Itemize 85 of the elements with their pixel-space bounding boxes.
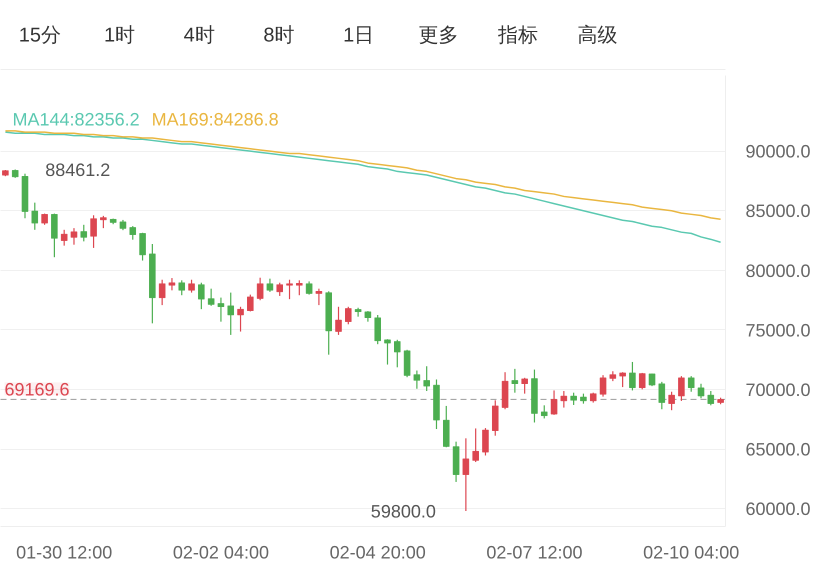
candlestick — [610, 370, 616, 382]
candlestick — [698, 383, 704, 399]
candlestick — [550, 390, 558, 416]
candlestick — [570, 392, 577, 406]
candlestick — [218, 297, 224, 322]
candlestick — [394, 339, 401, 368]
candlestick — [266, 278, 274, 292]
text: 更多 — [418, 24, 458, 46]
y-tick-label: 85000.0 — [746, 201, 811, 222]
candlestick — [90, 214, 97, 249]
y-tick-label: 75000.0 — [746, 320, 811, 340]
candlestick — [560, 390, 568, 408]
text: 指标 — [497, 24, 538, 46]
candlestick — [384, 338, 391, 366]
candlestick — [482, 427, 489, 456]
candlestick — [374, 314, 381, 345]
x-tick-label: 02-10 04:00 — [643, 542, 740, 562]
candlestick — [198, 282, 205, 310]
candlestick — [414, 370, 420, 390]
candlestick — [256, 277, 264, 301]
candlestick — [708, 390, 714, 406]
candlestick — [306, 280, 312, 296]
text: 高级 — [578, 24, 618, 46]
line-series — [4, 130, 722, 220]
candlestick — [100, 215, 107, 229]
candlestick — [60, 229, 68, 246]
series-label: MA169:84286.8 — [152, 110, 279, 130]
candlestick — [600, 374, 606, 398]
line-series — [4, 131, 722, 243]
candlestick — [178, 280, 186, 296]
candlestick — [462, 438, 470, 512]
candlestick — [188, 279, 195, 294]
candlestick — [168, 277, 176, 291]
candlestick — [120, 219, 126, 231]
y-tick-label: 60000.0 — [746, 499, 811, 520]
text: 1日 — [343, 24, 374, 46]
candlestick — [590, 392, 597, 404]
candlestick — [158, 279, 166, 306]
candlestick — [512, 368, 518, 394]
candlestick — [658, 381, 666, 410]
candlestick — [276, 282, 284, 297]
text: 1时 — [104, 24, 136, 46]
candlestick — [345, 306, 352, 325]
y-tick-label: 70000.0 — [746, 380, 811, 400]
candlestick — [139, 232, 146, 262]
candlestick — [619, 372, 626, 388]
candlestick — [648, 372, 656, 387]
candlestick — [580, 393, 587, 404]
y-tick-label: 90000.0 — [746, 142, 811, 162]
y-tick-label: 65000.0 — [746, 440, 811, 460]
text: 8时 — [263, 24, 294, 46]
x-tick-label: 02-04 20:00 — [330, 542, 426, 562]
candlestick — [296, 280, 303, 296]
candlestick — [688, 376, 694, 392]
candlestick — [629, 361, 636, 392]
candlestick — [423, 366, 430, 392]
x-tick-label: 02-02 04:00 — [172, 542, 269, 562]
annotation: 88461.2 — [45, 160, 110, 180]
candlestick — [668, 391, 675, 411]
text: 15分 — [18, 24, 61, 46]
candlestick — [316, 288, 322, 306]
candlestick — [364, 310, 372, 322]
x-tick-label: 02-07 12:00 — [486, 542, 583, 562]
candlestick — [80, 224, 88, 242]
candlestick — [227, 292, 234, 336]
candlestick — [247, 294, 254, 312]
candlestick — [521, 377, 528, 394]
candlestick — [286, 279, 293, 300]
series-label: MA144:82356.2 — [12, 110, 140, 130]
candlestick — [638, 372, 646, 390]
ref-line-label: 69169.6 — [4, 379, 70, 400]
candlestick — [129, 226, 136, 240]
y-tick-label: 80000.0 — [746, 260, 811, 281]
candlestick — [41, 213, 48, 226]
candlestick — [678, 376, 685, 402]
text: 4时 — [184, 24, 215, 46]
candlestick — [32, 202, 38, 230]
x-tick-label: 01-30 12:00 — [16, 542, 112, 562]
candlestick — [540, 404, 548, 420]
annotation: 59800.0 — [370, 502, 436, 522]
candlestick — [70, 228, 78, 246]
candlestick — [237, 306, 244, 332]
candlestick — [335, 306, 342, 336]
candlestick — [472, 428, 479, 463]
candlestick — [208, 288, 214, 306]
